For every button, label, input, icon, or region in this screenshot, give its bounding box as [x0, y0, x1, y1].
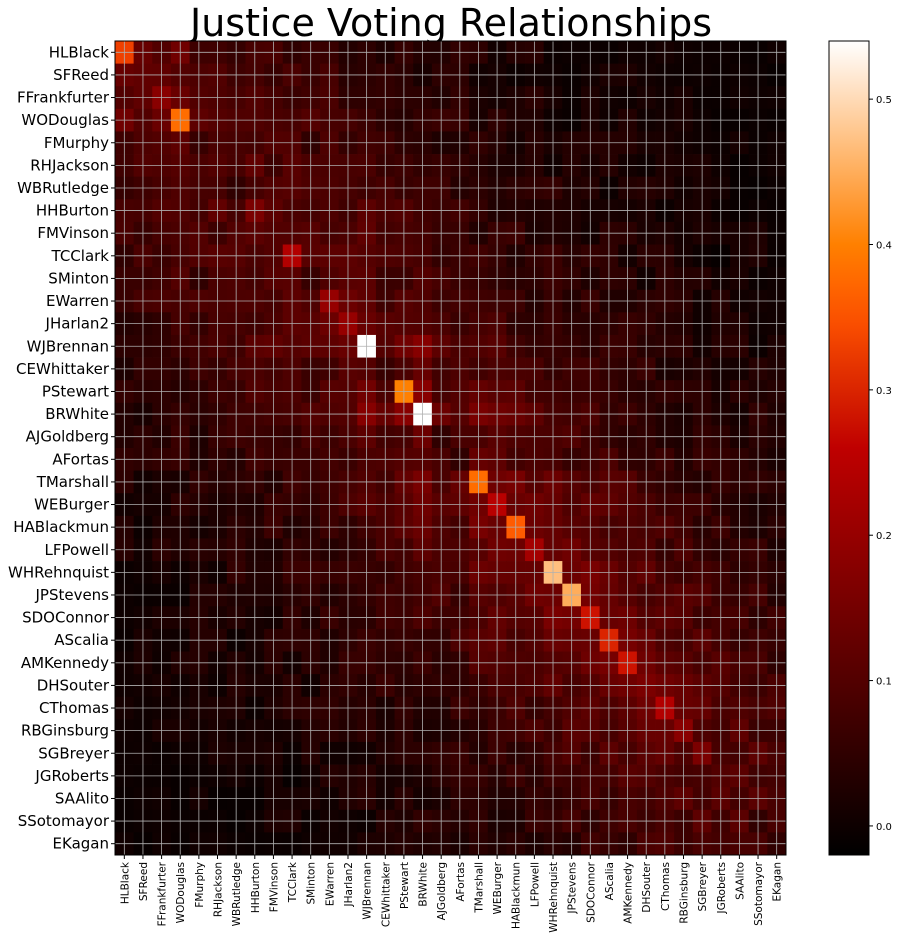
y-tick-label: AMKennedy [21, 654, 109, 672]
colorbar-ticks: 0.0 0.1 0.2 0.3 0.4 0.5 [869, 95, 892, 833]
chart-title: Justice Voting Relationships [188, 1, 712, 45]
colorbar-tick-label: 0.1 [876, 677, 892, 688]
colorbar [828, 40, 870, 856]
y-tick-label: JPStevens [34, 586, 109, 604]
y-axis-labels: HLBlack SFReed FFrankfurter WODouglas FMurph… [8, 43, 115, 853]
y-tick-label: TCClark [51, 247, 110, 265]
x-tick-label: WEBurger [492, 861, 504, 914]
colorbar-tick-label: 0.4 [876, 241, 892, 252]
x-tick-label: FMVinson [268, 862, 280, 912]
x-tick-label: RHJackson [213, 862, 225, 917]
x-tick-label: SDOConnor [585, 861, 597, 923]
x-tick-label: JGRoberts [716, 862, 728, 915]
y-tick-label: AJGoldberg [26, 428, 109, 446]
y-tick-label: SDOConnor [22, 609, 110, 627]
x-tick-label: SSotomayor [753, 861, 765, 926]
y-tick-label: CThomas [39, 699, 109, 717]
x-tick-label: SMinton [306, 862, 318, 905]
x-axis-labels: HLBlack SFReed FFrankfurter WODouglas FMurph… [119, 855, 784, 933]
x-tick-label: RBGinsburg [678, 862, 690, 924]
x-tick-label: EKagan [772, 862, 784, 902]
heatmap-cells [115, 41, 787, 856]
x-tick-label: CThomas [660, 862, 672, 911]
colorbar-tick-label: 0.5 [876, 95, 892, 106]
y-tick-label: DHSouter [37, 676, 110, 694]
x-tick-label: AJGoldberg [436, 862, 448, 920]
y-tick-label: JGRoberts [34, 767, 109, 785]
y-tick-label: RBGinsburg [21, 722, 109, 740]
x-tick-label: SFReed [138, 862, 150, 901]
x-tick-label: EWarren [324, 862, 336, 906]
y-tick-label: HHBurton [36, 202, 109, 220]
x-tick-label: LFPowell [529, 862, 541, 907]
x-tick-label: PStewart [399, 862, 411, 909]
y-tick-label: FMVinson [37, 224, 109, 242]
y-tick-label: SGBreyer [38, 744, 110, 762]
x-tick-label: AMKennedy [623, 862, 635, 924]
y-tick-label: SAAlito [55, 789, 109, 807]
y-tick-label: JHarlan2 [45, 315, 109, 333]
x-tick-label: JPStevens [567, 862, 579, 914]
y-tick-label: SFReed [53, 66, 109, 84]
y-tick-label: SSotomayor [18, 812, 110, 830]
gridlines [115, 41, 786, 855]
y-tick-label: WHRehnquist [8, 563, 109, 581]
x-tick-label: HABlackmun [511, 862, 523, 929]
x-tick-label: TCClark [287, 861, 299, 903]
x-tick-label: WHRehnquist [548, 862, 560, 933]
y-tick-label: FMurphy [44, 134, 109, 152]
y-tick-label: PStewart [42, 382, 109, 400]
y-tick-label: WBRutledge [17, 179, 109, 197]
x-tick-label: TMarshall [473, 862, 485, 914]
plot-frame [114, 40, 787, 856]
x-tick-label: FMurphy [194, 862, 206, 908]
x-tick-label: CEWhittaker [380, 861, 392, 927]
y-tick-label: SMinton [48, 269, 109, 287]
y-tick-label: RHJackson [30, 156, 109, 174]
x-tick-label: HLBlack [119, 861, 131, 904]
colorbar-tick-label: 0.2 [876, 531, 892, 542]
y-tick-label: WJBrennan [27, 337, 109, 355]
y-tick-label: EKagan [53, 835, 109, 853]
x-tick-label: WODouglas [175, 862, 187, 923]
y-tick-label: HABlackmun [13, 518, 109, 536]
y-tick-label: WODouglas [21, 111, 109, 129]
x-tick-label: SAAlito [734, 862, 746, 900]
y-tick-label: EWarren [46, 292, 109, 310]
x-tick-label: HHBurton [250, 862, 262, 913]
y-tick-label: TMarshall [36, 473, 109, 491]
y-tick-label: FFrankfurter [17, 89, 110, 107]
y-tick-label: AFortas [52, 450, 109, 468]
x-tick-label: WJBrennan [362, 862, 374, 920]
y-tick-label: HLBlack [49, 43, 110, 61]
x-tick-label: BRWhite [418, 862, 430, 907]
x-tick-label: WBRutledge [231, 862, 243, 926]
x-tick-label: DHSouter [641, 861, 653, 912]
y-tick-label: LFPowell [44, 541, 109, 559]
colorbar-tick-label: 0.0 [876, 822, 892, 833]
y-tick-label: WEBurger [34, 496, 110, 514]
x-tick-label: SGBreyer [697, 861, 709, 911]
x-tick-label: FFrankfurter [157, 861, 169, 926]
x-tick-label: JHarlan2 [343, 862, 355, 907]
y-tick-label: BRWhite [45, 405, 109, 423]
y-tick-label: AScalia [54, 631, 109, 649]
colorbar-tick-label: 0.3 [876, 386, 892, 397]
y-tick-label: CEWhittaker [16, 360, 110, 378]
x-tick-label: AScalia [604, 862, 616, 900]
x-tick-label: AFortas [455, 862, 467, 902]
